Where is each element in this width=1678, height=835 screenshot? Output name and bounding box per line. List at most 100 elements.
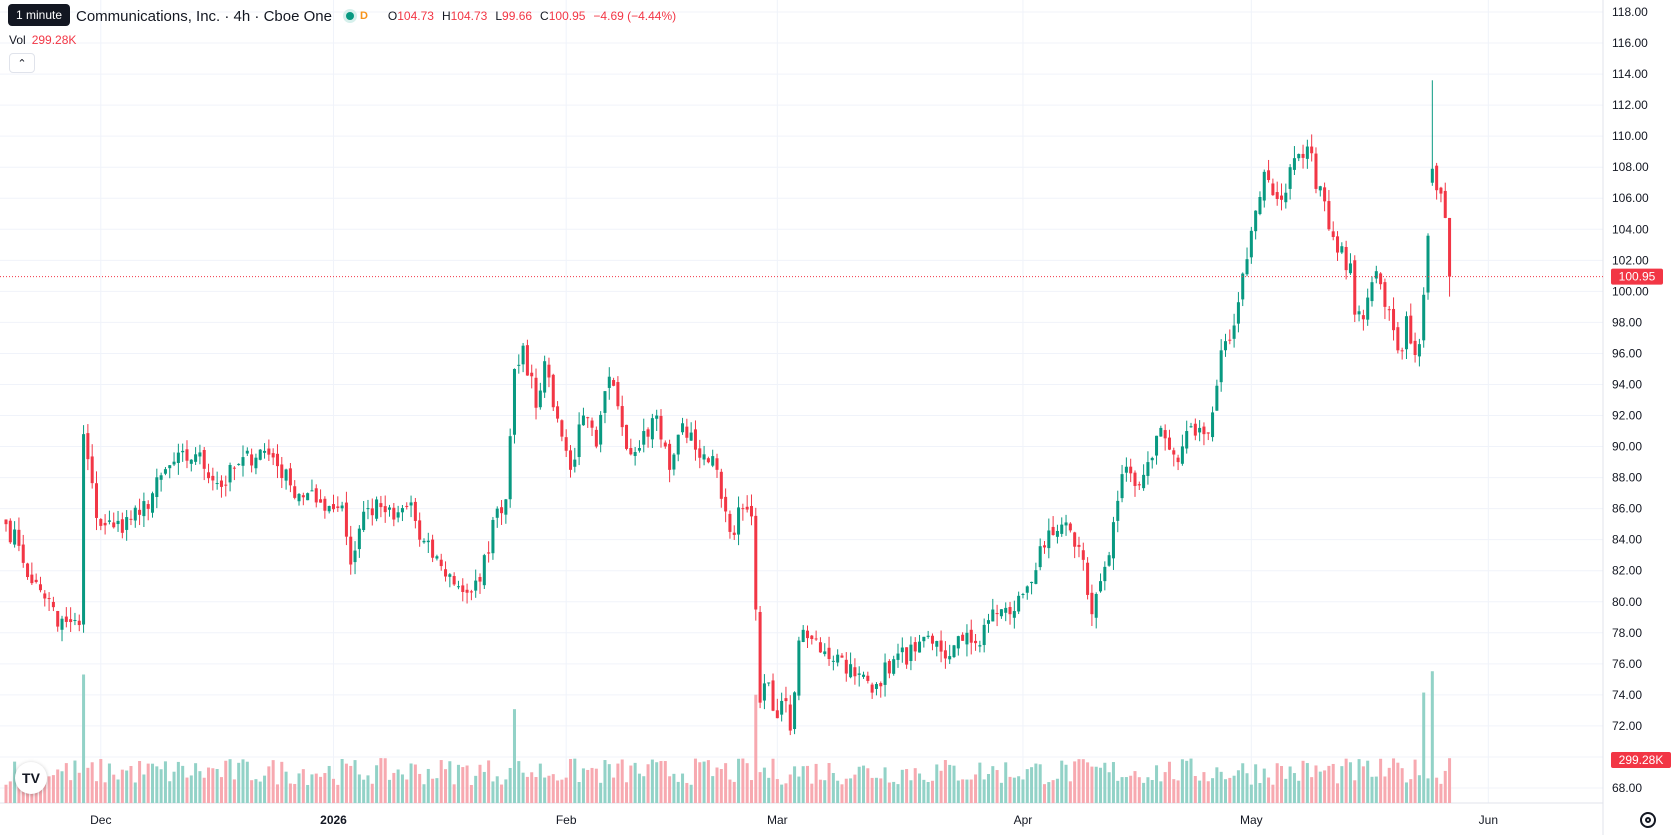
y-tick-label: 114.00: [1612, 67, 1648, 81]
candle-body: [1090, 592, 1094, 615]
volume-bar: [788, 774, 792, 803]
candle-body: [284, 469, 288, 481]
candle-body: [1099, 581, 1103, 592]
volume-bar: [1387, 767, 1391, 803]
candle-body: [1060, 524, 1064, 534]
candle-body: [129, 518, 133, 520]
candle-body: [1012, 611, 1016, 618]
candle-body: [620, 406, 624, 428]
tradingview-logo-icon[interactable]: TV: [15, 762, 47, 794]
volume-bar: [349, 765, 353, 803]
candle-body: [1008, 607, 1012, 615]
collapse-button[interactable]: ⌃: [9, 53, 35, 73]
candle-body: [181, 450, 185, 453]
candle-body: [857, 673, 861, 675]
candle-body: [1297, 153, 1301, 159]
volume-bar: [512, 709, 516, 803]
volume-bar: [547, 775, 551, 803]
candle-body: [564, 437, 568, 451]
candle-body: [482, 555, 486, 586]
volume-bar: [344, 763, 348, 803]
candle-body: [1383, 282, 1387, 307]
candle-body: [1396, 327, 1400, 351]
volume-bar: [254, 779, 258, 803]
candle-body: [814, 638, 818, 640]
candle-body: [1284, 192, 1288, 203]
volume-bar: [551, 774, 555, 803]
volume-bar: [1030, 767, 1034, 803]
volume-bar: [857, 766, 861, 803]
volume-bar: [952, 765, 956, 803]
candle-body: [452, 576, 456, 585]
candle-body: [943, 650, 947, 659]
volume-bar: [452, 784, 456, 803]
candle-body: [840, 655, 844, 658]
candle-body: [1336, 236, 1340, 253]
volume-bar: [1167, 761, 1171, 803]
candle-body: [224, 484, 228, 486]
y-tick-label: 106.00: [1612, 191, 1649, 205]
volume-bar: [383, 758, 387, 803]
y-tick-label: 98.00: [1612, 315, 1642, 329]
volume-bar: [775, 779, 779, 803]
symbol-title[interactable]: Communications, Inc. · 4h · Cboe One: [76, 7, 332, 25]
volume-bar: [1323, 770, 1327, 803]
volume-bar: [689, 784, 693, 803]
candle-body: [581, 415, 585, 426]
market-status-icon[interactable]: [345, 12, 354, 20]
volume-bar: [125, 770, 129, 803]
candle-body: [1107, 555, 1111, 566]
volume-value: 299.28K: [31, 33, 77, 47]
candle-body: [1430, 168, 1434, 183]
candle-body: [767, 682, 771, 684]
candle-body: [500, 507, 504, 514]
candle-body: [1167, 437, 1171, 450]
candle-body: [1439, 187, 1443, 194]
volume-bar: [228, 759, 232, 803]
volume-bar: [508, 767, 512, 803]
volume-bar: [969, 779, 973, 803]
volume-bar: [146, 763, 150, 803]
candle-body: [1172, 450, 1176, 455]
candle-body: [681, 423, 685, 433]
candle-body: [659, 415, 663, 440]
volume-bar: [965, 779, 969, 803]
candle-body: [995, 613, 999, 615]
y-tick-label: 112.00: [1612, 98, 1648, 112]
candle-body: [801, 629, 805, 642]
data-badge[interactable]: D: [359, 10, 368, 22]
volume-bar: [564, 777, 568, 803]
volume-bar: [672, 773, 676, 803]
candle-body: [1137, 484, 1141, 486]
candle-body: [1211, 412, 1215, 438]
y-tick-label: 92.00: [1612, 409, 1642, 423]
candle-body: [1215, 385, 1219, 411]
candle-body: [1301, 153, 1305, 158]
volume-bar: [586, 769, 590, 803]
volume-bar: [1090, 766, 1094, 803]
volume-bar: [1331, 763, 1335, 803]
candle-body: [94, 483, 99, 518]
volume-bar: [1249, 784, 1253, 803]
volume-bar: [370, 783, 374, 803]
volume-bar: [1206, 781, 1210, 803]
volume-bar: [103, 782, 107, 803]
candle-body: [409, 502, 413, 506]
candle-body: [280, 464, 284, 479]
settings-gear-icon[interactable]: [1640, 812, 1656, 828]
candle-body: [1348, 263, 1352, 274]
volume-bar: [336, 784, 340, 803]
candle-body: [245, 450, 249, 454]
volume-bar: [456, 764, 460, 803]
candle-body: [999, 609, 1003, 617]
candle-body: [1400, 350, 1404, 352]
volume-legend: Vol 299.28K: [9, 33, 76, 47]
candle-body: [909, 644, 913, 662]
candle-body: [543, 361, 547, 393]
candle-body: [672, 454, 676, 470]
candle-body: [155, 477, 159, 497]
volume-bar: [603, 760, 607, 803]
symbol-legend: Communications, Inc. · 4h · Cboe One D O…: [8, 6, 676, 26]
volume-bar: [1241, 763, 1245, 803]
